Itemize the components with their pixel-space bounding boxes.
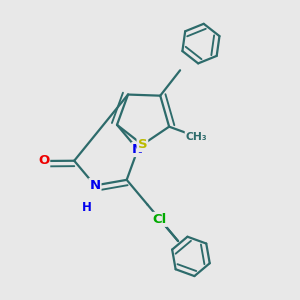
Text: Cl: Cl — [153, 213, 167, 226]
Text: H: H — [82, 201, 92, 214]
Text: N: N — [89, 179, 100, 192]
Text: CH₃: CH₃ — [186, 132, 207, 142]
Text: N: N — [132, 143, 143, 156]
Text: O: O — [38, 154, 49, 167]
Text: S: S — [138, 138, 147, 151]
